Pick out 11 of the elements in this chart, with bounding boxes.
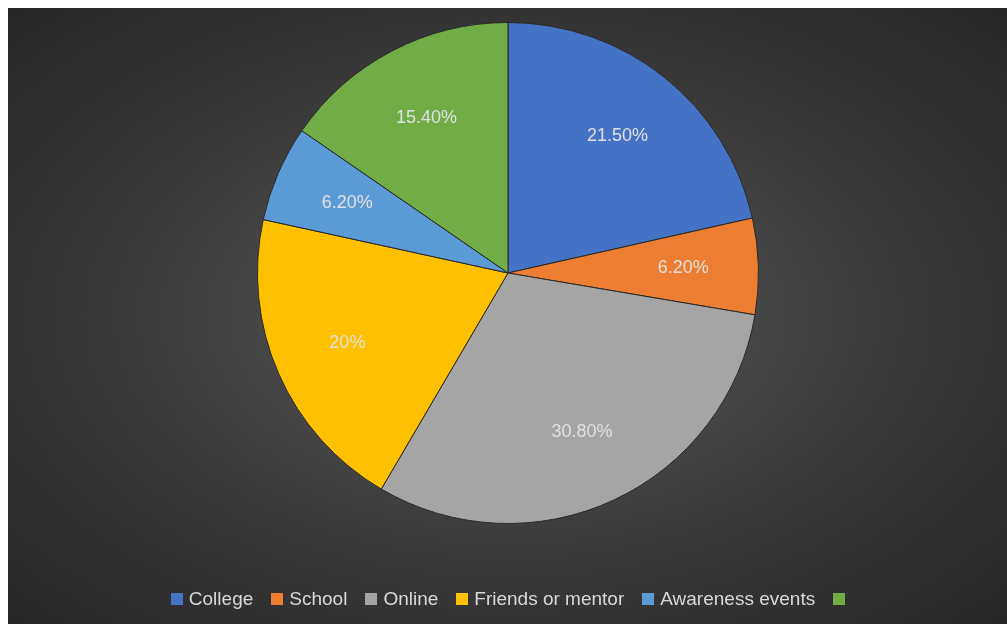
data-label: 6.20% <box>657 257 709 278</box>
legend-label: College <box>188 588 254 610</box>
legend-label: Friends or mentor <box>474 588 625 610</box>
data-label: 15.40% <box>395 106 458 127</box>
slice-label: Online <box>383 588 439 610</box>
data-label: 21.50% <box>587 125 649 146</box>
legend-label: Awareness events <box>660 588 816 610</box>
legend-label: School <box>289 588 348 610</box>
data-label: 30.80% <box>551 420 613 441</box>
data-label: 20% <box>329 332 366 353</box>
data-label: 6.20% <box>321 192 373 213</box>
